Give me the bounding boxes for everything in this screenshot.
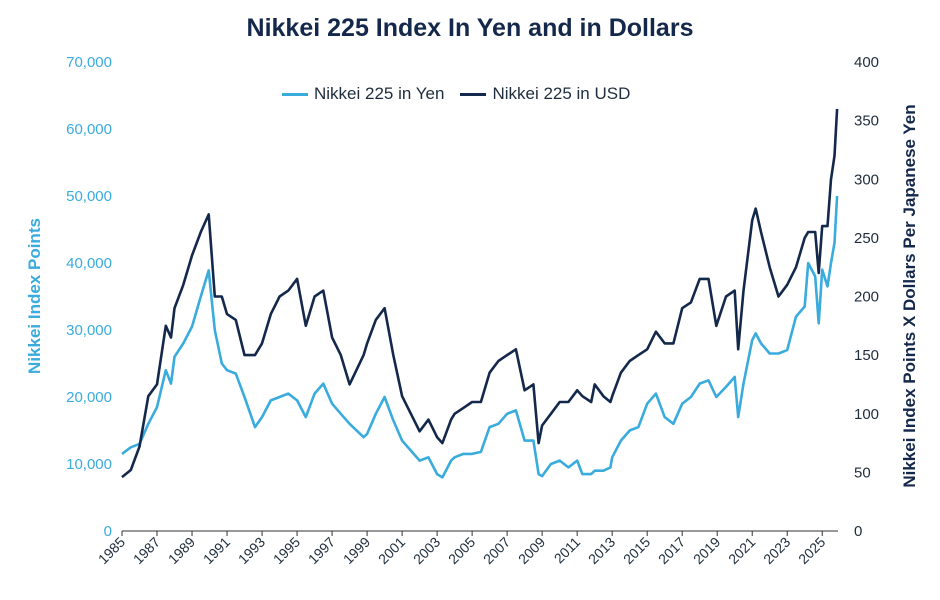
legend-label-usd: Nikkei 225 in USD (492, 84, 631, 103)
legend-label-yen: Nikkei 225 in Yen (314, 84, 445, 103)
y-left-tick-label: 70,000 (66, 54, 112, 71)
x-tick-label: 2013 (585, 534, 618, 567)
x-tick-label: 2019 (690, 534, 723, 567)
x-tick-label: 2021 (725, 534, 758, 567)
y-right-tick-label: 300 (854, 171, 879, 188)
y-right-tick-label: 400 (854, 54, 879, 71)
y-left-tick-label: 20,000 (66, 389, 112, 406)
x-tick-label: 2009 (515, 534, 548, 567)
chart-title: Nikkei 225 Index In Yen and in Dollars (246, 14, 694, 42)
legend-swatch-yen (282, 92, 308, 96)
y-left-tick-label: 60,000 (66, 121, 112, 138)
x-tick-label: 2001 (375, 534, 408, 567)
legend-item-usd: Nikkei 225 in USD (460, 84, 630, 104)
x-tick-label: 1995 (270, 534, 303, 567)
series-line-usd (121, 108, 839, 479)
x-tick-label: 2015 (620, 534, 653, 567)
y-right-tick-label: 150 (854, 347, 879, 364)
x-tick-label: 2023 (760, 534, 793, 567)
y-right-tick-label: 0 (854, 523, 862, 540)
y-left-tick-label: 50,000 (66, 188, 112, 205)
x-tick-label: 2007 (480, 534, 513, 567)
legend-swatch-usd (460, 92, 487, 96)
x-tick-label: 2025 (795, 534, 828, 567)
chart-legend: Nikkei 225 in Yen Nikkei 225 in USD (282, 84, 630, 104)
x-tick-label: 1993 (235, 534, 268, 567)
x-tick-label: 1991 (200, 534, 233, 567)
x-tick-label: 2003 (410, 534, 443, 567)
legend-item-yen: Nikkei 225 in Yen (282, 84, 444, 104)
y-right-tick-label: 250 (854, 230, 879, 247)
x-tick-label: 1989 (165, 534, 198, 567)
y-left-tick-label: 0 (104, 523, 112, 540)
x-tick-label: 1999 (340, 534, 373, 567)
y-right-tick-label: 100 (854, 406, 879, 423)
y-right-tick-label: 200 (854, 289, 879, 306)
y-left-tick-label: 40,000 (66, 255, 112, 272)
y-right-tick-label: 50 (854, 464, 871, 481)
x-tick-label: 1987 (130, 534, 163, 567)
x-tick-label: 2017 (655, 534, 688, 567)
y-right-tick-label: 350 (854, 113, 879, 130)
x-tick-label: 2011 (551, 534, 584, 567)
series-line-yen (121, 195, 839, 479)
x-tick-label: 1997 (305, 534, 338, 567)
y-left-tick-label: 30,000 (66, 322, 112, 339)
y-left-tick-label: 10,000 (66, 456, 112, 473)
x-tick-label: 2005 (445, 534, 478, 567)
